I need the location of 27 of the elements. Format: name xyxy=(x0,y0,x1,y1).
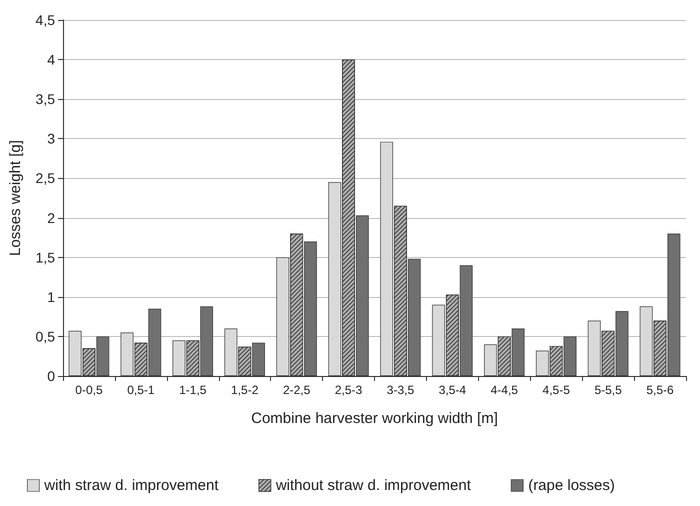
x-tick-label: 3,5-4 xyxy=(438,383,466,397)
x-tick-label: 5-5,5 xyxy=(594,383,622,397)
x-tick-label: 3-3,5 xyxy=(386,383,414,397)
y-tick-label: 3 xyxy=(47,130,56,147)
y-tick-label: 4,5 xyxy=(36,12,56,28)
x-tick-label: 5,5-6 xyxy=(646,383,674,397)
y-tick-label: 3,5 xyxy=(36,91,56,108)
y-tick-label: 1,5 xyxy=(36,249,56,266)
y-tick-label: 2,5 xyxy=(36,170,56,186)
x-axis-title: Combine harvester working width [m] xyxy=(251,410,498,427)
y-tick-label: 0,5 xyxy=(36,328,56,344)
y-tick-label: 1 xyxy=(47,288,56,305)
x-tick-label: 4-4,5 xyxy=(490,383,518,397)
y-tick-label: 2 xyxy=(47,210,56,226)
x-tick-label: 0-0,5 xyxy=(75,383,103,397)
y-axis-title: Losses weight [g] xyxy=(7,140,24,256)
legend-label: without straw d. improvement xyxy=(274,477,472,494)
legend-label: with straw d. improvement xyxy=(43,477,220,494)
x-tick-label: 1-1,5 xyxy=(179,383,207,397)
y-tick-label: 0 xyxy=(47,368,56,384)
x-tick-label: 0,5-1 xyxy=(127,383,155,397)
y-tick-label: 4 xyxy=(47,52,56,68)
x-tick-label: 1,5-2 xyxy=(231,383,259,397)
legend-label: (rape losses) xyxy=(528,477,615,494)
x-tick-label: 2-2,5 xyxy=(282,383,311,397)
x-tick-label: 4,5-5 xyxy=(542,383,570,397)
x-tick-label: 2,5-3 xyxy=(334,383,363,397)
